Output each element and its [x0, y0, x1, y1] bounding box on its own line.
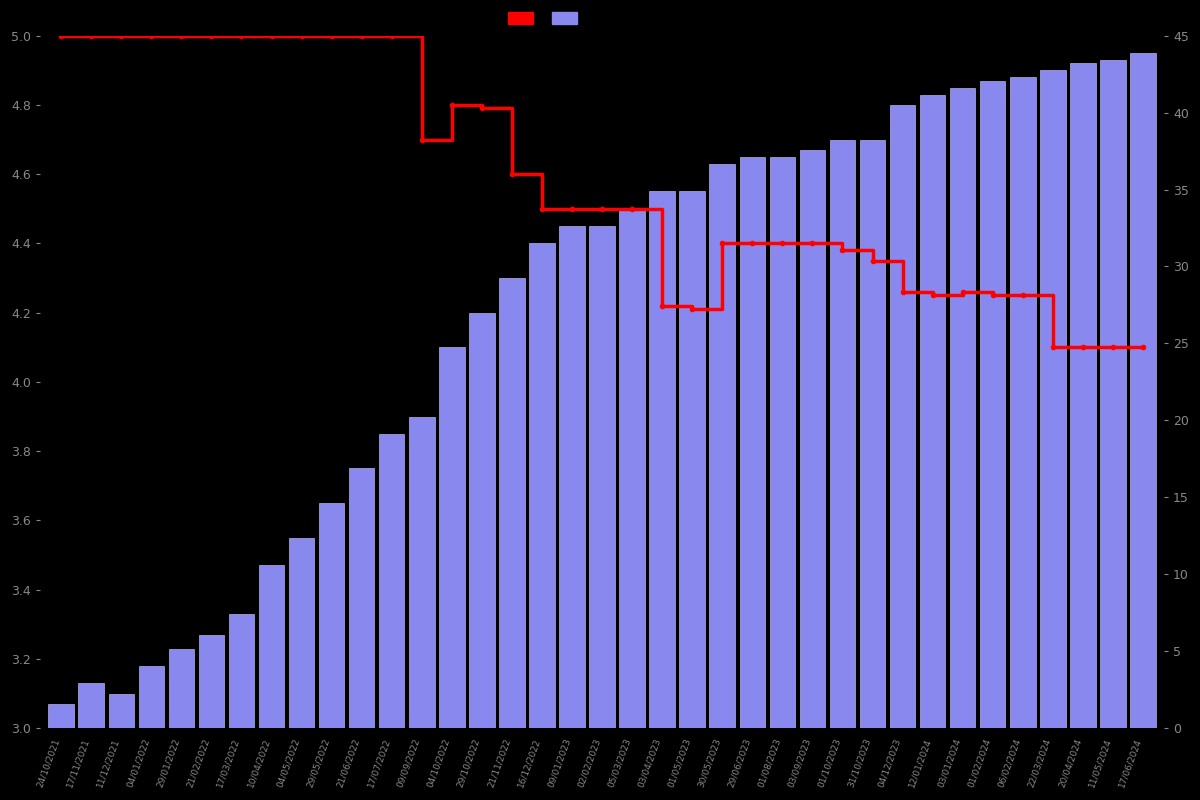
Bar	[1010, 78, 1036, 728]
Bar	[289, 538, 314, 728]
Bar	[649, 191, 674, 728]
Bar	[1130, 53, 1156, 728]
Bar	[108, 694, 134, 728]
Bar	[469, 313, 494, 728]
Bar	[920, 94, 946, 728]
Bar	[589, 226, 614, 728]
Bar	[499, 278, 524, 728]
Bar	[679, 191, 704, 728]
Bar	[980, 81, 1006, 728]
Bar	[439, 347, 464, 728]
Bar	[829, 139, 856, 728]
Bar	[769, 157, 796, 728]
Bar	[889, 105, 916, 728]
Bar	[1100, 60, 1126, 728]
Bar	[709, 164, 736, 728]
Bar	[199, 634, 224, 728]
Bar	[48, 704, 74, 728]
Bar	[78, 683, 104, 728]
Bar	[138, 666, 164, 728]
Bar	[379, 434, 404, 728]
Bar	[799, 150, 826, 728]
Bar	[619, 209, 644, 728]
Bar	[950, 87, 976, 728]
Bar	[559, 226, 584, 728]
Bar	[529, 243, 554, 728]
Bar	[319, 503, 344, 728]
Bar	[259, 566, 284, 728]
Bar	[1070, 63, 1096, 728]
Bar	[1040, 70, 1066, 728]
Bar	[169, 649, 194, 728]
Bar	[409, 417, 434, 728]
Bar	[739, 157, 766, 728]
Bar	[349, 469, 374, 728]
Bar	[859, 139, 886, 728]
Bar	[229, 614, 254, 728]
Legend: , : ,	[503, 7, 588, 30]
